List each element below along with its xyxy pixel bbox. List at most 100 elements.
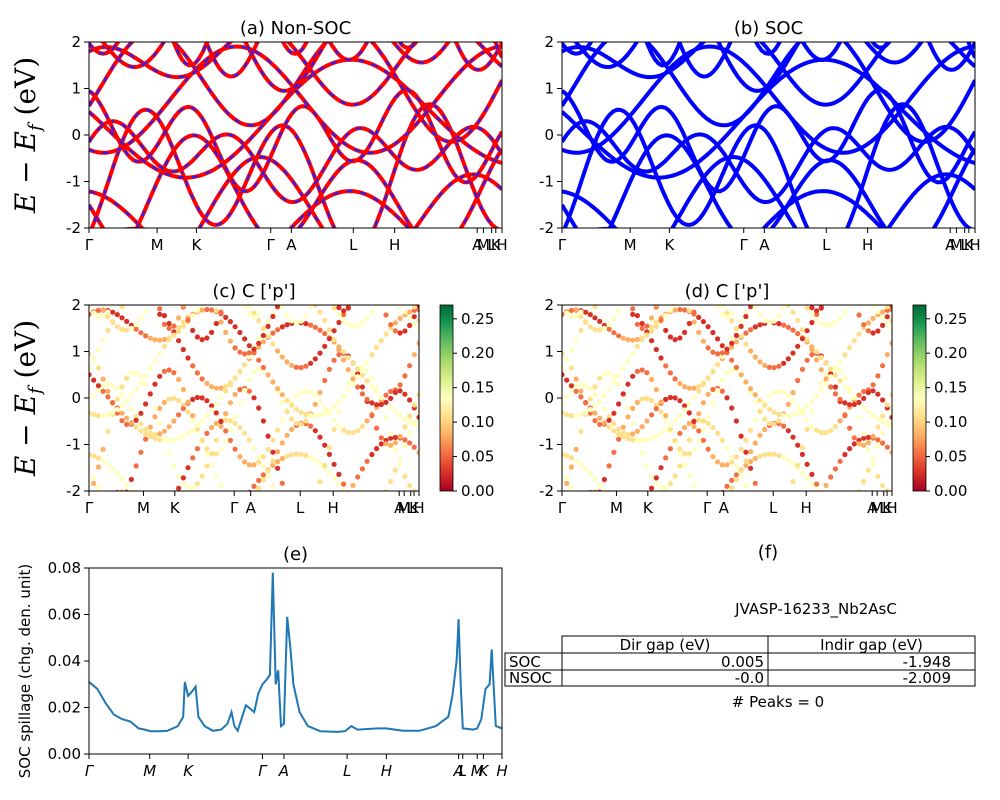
band-point [308, 297, 313, 302]
band-point [602, 208, 607, 213]
band-point [237, 349, 243, 355]
band-point [360, 288, 365, 293]
band-point [336, 311, 342, 318]
band-point [790, 412, 796, 418]
band-point [317, 279, 322, 284]
band-point [799, 470, 806, 476]
band-point [119, 305, 125, 310]
band-point [625, 528, 630, 533]
band-point [786, 279, 791, 284]
band-point [233, 520, 238, 525]
band-point [564, 310, 570, 316]
band-point [279, 399, 285, 405]
band-point [284, 397, 290, 403]
band-point [573, 458, 579, 464]
band-point [119, 489, 125, 491]
band-point [369, 534, 374, 539]
band-point [870, 315, 876, 321]
band-point [303, 313, 309, 319]
band-point [719, 388, 725, 394]
band-point [275, 459, 281, 465]
band-point [620, 365, 626, 371]
band-point [176, 338, 182, 344]
band-point [369, 309, 375, 315]
band-point [710, 349, 716, 355]
band-point [143, 436, 149, 442]
band-point [729, 344, 735, 350]
band-point [838, 518, 843, 523]
x-tick-label: M [871, 499, 884, 517]
band-line [100, 42, 451, 93]
band-point [724, 310, 730, 316]
x-tick-label: M [477, 236, 490, 254]
band-point [119, 279, 124, 284]
band-point [616, 308, 622, 314]
band-point [332, 238, 337, 243]
band-point [411, 321, 417, 327]
band-point [592, 326, 598, 333]
y-tick-label: 0 [71, 389, 81, 407]
band-point [138, 238, 143, 243]
band-point [861, 539, 866, 544]
band-point [606, 417, 612, 423]
x-tick-label: A [278, 762, 289, 780]
band-point [194, 370, 200, 376]
band-point [592, 305, 598, 310]
band-point [369, 270, 374, 275]
band-point [752, 305, 758, 310]
band-point [284, 509, 289, 514]
band-point [804, 475, 810, 481]
band-point [166, 367, 172, 373]
band-point [407, 322, 413, 328]
band-point [743, 341, 749, 347]
band-point [148, 296, 153, 301]
band-point [284, 525, 289, 530]
band-point [799, 445, 806, 451]
band-point [790, 434, 796, 440]
band-point [91, 523, 96, 528]
band-point [256, 454, 262, 460]
band-point [213, 410, 219, 416]
band-point [237, 386, 243, 393]
band-point [739, 272, 744, 277]
band-point [658, 355, 664, 361]
band-point [317, 246, 322, 251]
band-point [388, 404, 394, 410]
band-point [809, 409, 815, 415]
band-point [630, 350, 636, 357]
band-point [620, 430, 626, 436]
band-point [105, 394, 111, 400]
band-point [621, 296, 626, 301]
band-point [889, 340, 892, 346]
band-point [242, 351, 248, 357]
band-point [185, 409, 191, 415]
band-point [818, 321, 824, 327]
band-point [223, 383, 229, 389]
band-point [785, 356, 791, 362]
band-point [279, 324, 285, 330]
band-point [733, 477, 740, 483]
band-point [397, 315, 403, 321]
x-tick-label: Γ [85, 762, 95, 780]
band-point [265, 333, 271, 339]
band-point [639, 320, 645, 327]
band-point [161, 428, 167, 434]
band-point [133, 417, 139, 423]
band-point [752, 324, 758, 330]
band-point [260, 364, 266, 371]
band-point [251, 445, 257, 451]
band-point [124, 327, 130, 333]
band-point [611, 292, 616, 297]
band-point [733, 332, 740, 339]
band-point [133, 463, 139, 469]
band-point [91, 393, 97, 399]
band-point [880, 419, 886, 425]
band-point [573, 383, 579, 389]
band-point [578, 428, 584, 434]
band-point [148, 493, 153, 498]
band-point [402, 373, 408, 379]
band-point [378, 394, 384, 401]
y-tick-label: 0.08 [48, 559, 81, 577]
band-point [341, 499, 346, 504]
